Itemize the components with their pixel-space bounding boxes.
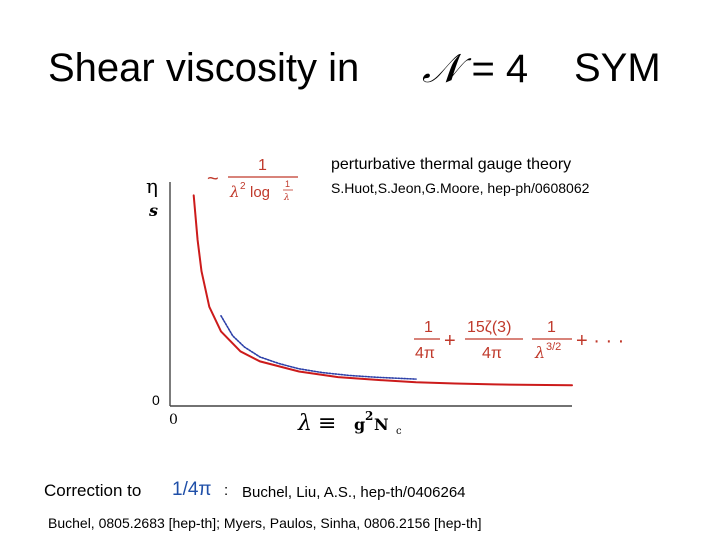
- footer-citation: Buchel, 0805.2683 [hep-th]; Myers, Paulo…: [48, 515, 482, 531]
- strong-b-num: 15ζ(3): [467, 319, 511, 336]
- title-sym: SYM: [574, 46, 661, 90]
- strong-plus-1: +: [444, 330, 456, 352]
- strong-a-num: 1: [424, 319, 433, 336]
- weak-den-lambda: λ: [229, 183, 240, 201]
- x-label-equiv: ≡: [318, 411, 336, 436]
- y-axis-eta: η: [146, 174, 158, 198]
- y-zero-tick: 0: [152, 392, 160, 408]
- strong-c-den-lambda: λ: [534, 343, 545, 362]
- weak-den-log: log: [250, 184, 270, 201]
- weak-den-frac-num: 1: [285, 179, 290, 189]
- perturbative-citation: S.Huot,S.Jeon,G.Moore, hep-ph/0608062: [331, 180, 590, 196]
- strong-ellipsis: + · · ·: [576, 330, 624, 352]
- x-label-exponent: 2: [365, 409, 373, 423]
- x-zero-tick: 0: [169, 412, 178, 428]
- weak-tilde: ~: [207, 168, 219, 190]
- correction-colon: :: [224, 482, 229, 499]
- strong-c-num: 1: [547, 319, 556, 336]
- y-axis-s: s: [148, 201, 158, 220]
- x-label-N: N: [374, 415, 389, 434]
- series-line-strong-coupling: [220, 315, 417, 380]
- correction-label: Correction to: [44, 481, 142, 500]
- x-label-lambda: λ: [297, 411, 312, 436]
- perturbative-heading: perturbative thermal gauge theory: [331, 156, 572, 173]
- slide-title: Shear viscosity in: [48, 46, 360, 90]
- x-label-g: g: [354, 415, 365, 434]
- correction-value: 1/4π: [172, 479, 212, 500]
- series-line-perturbative-interpolation: [192, 194, 573, 387]
- correction-citation: Buchel, Liu, A.S., hep-th/0406264: [242, 484, 466, 501]
- x-label-subscript: c: [396, 426, 402, 437]
- title-math-symbol: 𝒩: [422, 46, 461, 92]
- weak-den-pow: 2: [240, 181, 246, 192]
- weak-numerator: 1: [258, 157, 267, 174]
- strong-b-den: 4π: [482, 345, 502, 362]
- title-math-rest: = 4: [460, 47, 529, 91]
- title-math-n-equals-4: 𝒩 = 4: [422, 46, 528, 92]
- strong-c-den-pow: 3/2: [546, 341, 561, 353]
- weak-den-frac-den: λ: [283, 193, 290, 203]
- strong-a-den: 4π: [415, 345, 435, 362]
